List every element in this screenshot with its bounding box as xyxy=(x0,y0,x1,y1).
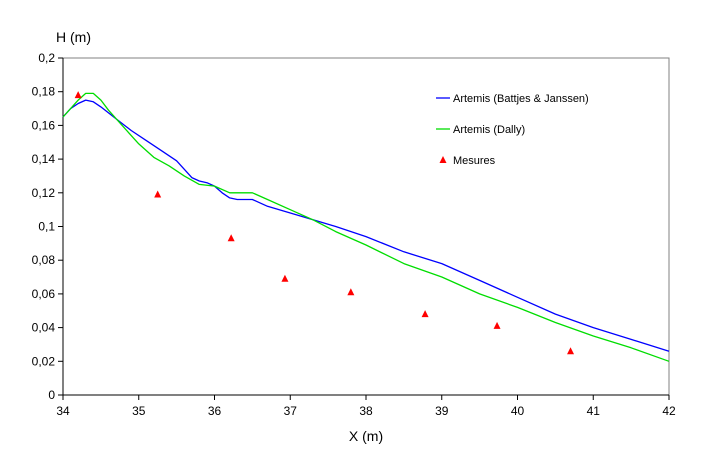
legend-label: Mesures xyxy=(453,155,496,167)
x-tick-label: 36 xyxy=(208,404,222,418)
y-tick-label: 0,12 xyxy=(32,186,56,200)
series-line-0 xyxy=(62,99,670,352)
legend-label: Artemis (Dally) xyxy=(453,124,525,136)
y-tick-label: 0,04 xyxy=(32,321,56,335)
x-tick-label: 34 xyxy=(56,404,70,418)
y-tick-label: 0,08 xyxy=(32,253,56,267)
y-tick-label: 0,1 xyxy=(38,220,55,234)
data-point-triangle xyxy=(154,190,162,198)
x-tick-label: 39 xyxy=(435,404,449,418)
y-tick-label: 0,2 xyxy=(38,51,55,65)
legend-swatch-triangle xyxy=(439,156,447,163)
x-tick-label: 40 xyxy=(511,404,525,418)
y-tick-label: 0,06 xyxy=(32,287,56,301)
x-tick-label: 37 xyxy=(284,404,298,418)
y-axis-title: H (m) xyxy=(56,29,91,45)
data-point-triangle xyxy=(493,321,501,329)
y-tick-label: 0,14 xyxy=(32,152,56,166)
x-tick-label: 35 xyxy=(132,404,146,418)
x-axis-title: X (m) xyxy=(349,428,383,444)
data-point-triangle xyxy=(421,310,429,318)
x-tick-label: 42 xyxy=(662,404,676,418)
x-tick-label: 38 xyxy=(359,404,373,418)
x-tick-label: 41 xyxy=(587,404,601,418)
y-tick-label: 0,18 xyxy=(32,85,56,99)
y-tick-label: 0,02 xyxy=(32,354,56,368)
y-tick-label: 0 xyxy=(48,388,55,402)
legend-label: Artemis (Battjes & Janssen) xyxy=(453,93,589,105)
y-tick-label: 0,16 xyxy=(32,118,56,132)
data-point-triangle xyxy=(227,234,235,242)
data-point-triangle xyxy=(347,288,355,296)
plot-area-frame xyxy=(62,57,670,396)
data-point-triangle xyxy=(567,347,575,355)
data-point-triangle xyxy=(281,274,289,282)
series-line-1 xyxy=(62,92,670,362)
data-point-triangle xyxy=(74,91,82,99)
